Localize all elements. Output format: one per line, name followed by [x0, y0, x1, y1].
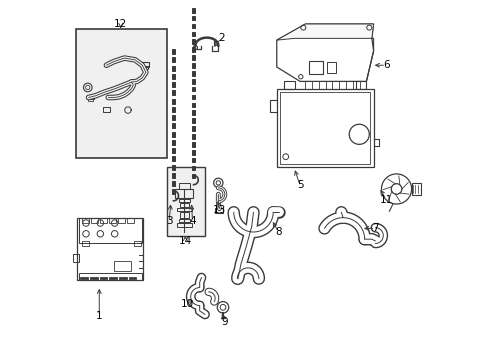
Bar: [172, 82, 174, 87]
Text: 3: 3: [165, 216, 172, 226]
Bar: [192, 47, 194, 52]
Text: 12: 12: [114, 19, 127, 29]
Bar: [142, 62, 149, 67]
Text: 10: 10: [180, 299, 193, 309]
Bar: [127, 218, 133, 223]
Bar: [192, 24, 194, 28]
Bar: [79, 218, 142, 243]
Bar: [192, 55, 194, 60]
Bar: [172, 173, 174, 178]
Text: 11: 11: [379, 195, 392, 205]
Bar: [192, 103, 194, 107]
Bar: [109, 218, 116, 223]
Bar: [280, 92, 369, 164]
Bar: [172, 189, 174, 194]
Bar: [134, 241, 141, 246]
Bar: [179, 219, 189, 222]
Bar: [192, 126, 194, 131]
Bar: [172, 115, 174, 120]
Bar: [177, 223, 191, 226]
Bar: [192, 142, 194, 147]
Bar: [118, 218, 124, 223]
Bar: [172, 74, 174, 79]
Bar: [167, 167, 204, 235]
Bar: [326, 62, 335, 73]
Bar: [192, 134, 194, 139]
Bar: [172, 165, 174, 170]
Bar: [192, 95, 194, 99]
Polygon shape: [276, 24, 373, 40]
Text: 9: 9: [221, 317, 227, 327]
Bar: [175, 189, 193, 198]
Bar: [192, 174, 194, 178]
Bar: [192, 118, 194, 123]
Bar: [100, 218, 106, 223]
Bar: [180, 203, 188, 207]
Bar: [113, 261, 131, 271]
Bar: [192, 71, 194, 76]
Bar: [192, 63, 194, 68]
Text: 7: 7: [371, 224, 378, 233]
Bar: [192, 16, 194, 21]
Bar: [308, 60, 323, 74]
Text: 8: 8: [275, 227, 281, 237]
Text: 5: 5: [296, 180, 303, 190]
Bar: [172, 49, 174, 54]
Bar: [180, 212, 188, 218]
Bar: [177, 208, 191, 211]
Bar: [172, 132, 174, 136]
Bar: [355, 81, 366, 89]
Bar: [88, 98, 93, 101]
Bar: [82, 218, 89, 223]
Bar: [192, 166, 194, 170]
Bar: [192, 111, 194, 115]
Bar: [192, 8, 194, 13]
Bar: [276, 89, 373, 167]
Bar: [172, 107, 174, 112]
Bar: [91, 218, 98, 223]
Bar: [73, 255, 79, 262]
Bar: [172, 148, 174, 153]
Text: 13: 13: [212, 206, 225, 216]
Bar: [76, 30, 167, 158]
Text: 4: 4: [189, 216, 195, 226]
Bar: [172, 57, 174, 62]
Bar: [284, 81, 294, 89]
Bar: [172, 99, 174, 104]
Bar: [172, 90, 174, 95]
Bar: [215, 208, 223, 213]
Bar: [179, 199, 189, 202]
Bar: [77, 218, 143, 280]
Bar: [172, 156, 174, 161]
Bar: [79, 273, 142, 280]
Bar: [192, 158, 194, 162]
Text: 6: 6: [382, 60, 388, 70]
Bar: [102, 107, 110, 112]
Bar: [82, 241, 89, 246]
Bar: [172, 140, 174, 145]
Bar: [411, 183, 420, 195]
Text: 14: 14: [178, 236, 192, 246]
Bar: [192, 32, 194, 36]
Bar: [142, 66, 148, 69]
Text: 1: 1: [96, 311, 102, 321]
Bar: [192, 79, 194, 84]
Bar: [192, 150, 194, 154]
Bar: [172, 123, 174, 129]
Bar: [192, 87, 194, 91]
Bar: [172, 181, 174, 186]
Bar: [192, 40, 194, 44]
Bar: [87, 95, 94, 99]
Bar: [179, 183, 189, 189]
Text: 2: 2: [218, 33, 224, 43]
Bar: [172, 66, 174, 71]
